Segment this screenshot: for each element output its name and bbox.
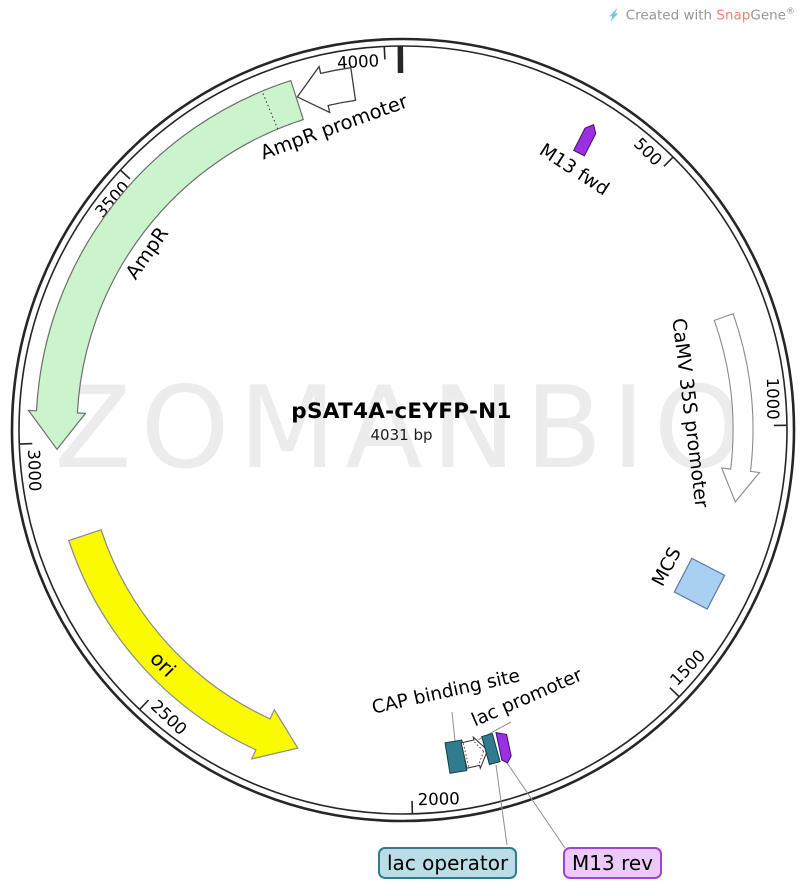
leader-line-lac-operator-callout [495,764,508,846]
callout-m13-rev[interactable]: M13 rev [563,847,662,879]
feature-label-camv-35s-promoter[interactable]: CaMV 35S promoter [667,317,712,509]
snapgene-credit: Created with SnapGene® [606,7,795,24]
tick-500 [663,156,674,167]
credit-brand-snap: Snap [716,7,751,24]
tick-2500 [139,699,150,711]
feature-shape-m13-rev[interactable] [495,731,512,764]
feature-shape-lac-promoter[interactable] [460,735,491,771]
feature-ori[interactable] [68,529,299,760]
feature-m13-fwd[interactable] [573,122,599,157]
tick-3500 [119,169,131,180]
tick-label-500: 500 [630,134,666,170]
credit-text: Created with SnapGene® [626,7,795,24]
feature-ampr[interactable] [27,79,305,451]
feature-lac-operator[interactable] [481,733,501,766]
plasmid-ring-outer [10,37,796,823]
feature-mcs[interactable] [673,557,726,610]
tick-label-4000: 4000 [337,51,380,72]
feature-m13-rev[interactable] [495,731,512,764]
tick-4000 [383,46,386,60]
tick-label-2000: 2000 [418,789,460,809]
leader-line-m13-rev-callout [504,759,566,849]
feature-ampr-promoter[interactable] [296,65,357,114]
credit-registered-mark: ® [786,7,795,17]
credit-prefix: Created with [625,7,717,24]
tick-label-3000: 3000 [24,449,45,492]
feature-camv-35s-promoter[interactable] [713,312,761,503]
snapgene-logo-icon [608,8,619,22]
credit-brand-gene: Gene [750,7,786,24]
leader-line-cap-binding-site [451,711,456,742]
feature-segment-divider-ampr [261,90,279,130]
watermark-text: ZOMANBIO [54,362,752,494]
tick-1500 [669,687,680,698]
tick-label-1000: 1000 [763,378,783,420]
feature-shape-m13-fwd[interactable] [573,122,599,157]
callout-lac-operator[interactable]: lac operator [378,847,518,879]
feature-lac-promoter[interactable] [460,735,491,771]
